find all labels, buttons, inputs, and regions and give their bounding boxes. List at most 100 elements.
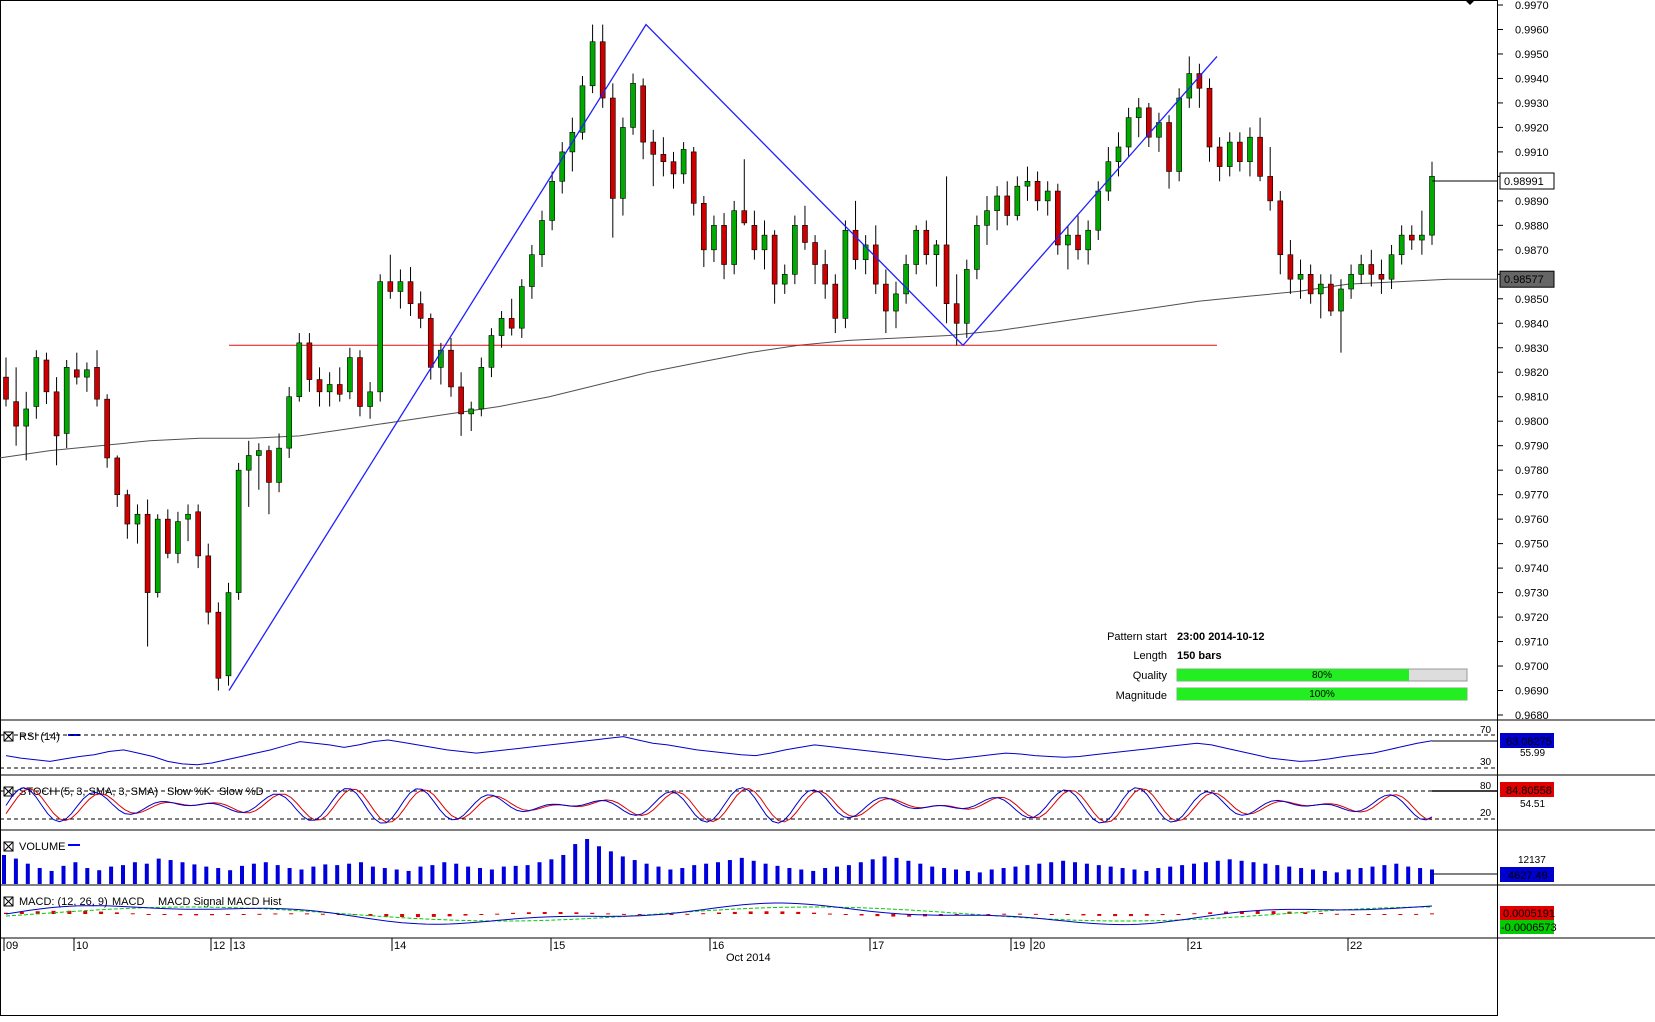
- candle[interactable]: [1368, 249, 1375, 287]
- candle[interactable]: [256, 443, 262, 490]
- candle[interactable]: [1034, 171, 1041, 211]
- candle[interactable]: [1125, 107, 1132, 157]
- candle[interactable]: [852, 200, 859, 270]
- candle[interactable]: [205, 543, 212, 625]
- candle[interactable]: [701, 195, 707, 267]
- candle[interactable]: [468, 401, 475, 431]
- candle[interactable]: [63, 360, 70, 449]
- candle[interactable]: [3, 357, 9, 407]
- candle[interactable]: [539, 210, 545, 267]
- candle[interactable]: [1156, 112, 1162, 152]
- candle[interactable]: [660, 137, 667, 177]
- candle[interactable]: [923, 220, 930, 265]
- candle[interactable]: [144, 499, 151, 647]
- candle[interactable]: [711, 215, 717, 263]
- candle[interactable]: [448, 337, 454, 397]
- candle[interactable]: [1166, 115, 1172, 189]
- candle[interactable]: [1055, 183, 1061, 255]
- candle[interactable]: [670, 151, 677, 189]
- candle[interactable]: [913, 225, 920, 275]
- candle[interactable]: [1378, 259, 1385, 294]
- candle[interactable]: [680, 142, 687, 184]
- candle[interactable]: [1135, 98, 1142, 138]
- candle[interactable]: [53, 377, 60, 466]
- candle[interactable]: [397, 269, 404, 309]
- candle[interactable]: [104, 394, 110, 468]
- candle[interactable]: [134, 504, 141, 544]
- candle[interactable]: [1398, 225, 1405, 265]
- candle[interactable]: [296, 333, 303, 402]
- candle[interactable]: [650, 129, 657, 187]
- candle[interactable]: [276, 433, 282, 493]
- candle[interactable]: [73, 352, 80, 385]
- candle[interactable]: [1065, 225, 1071, 270]
- candle[interactable]: [498, 311, 505, 348]
- candle[interactable]: [1024, 166, 1031, 201]
- candle[interactable]: [458, 372, 464, 436]
- candle[interactable]: [306, 333, 313, 392]
- candle[interactable]: [518, 279, 525, 338]
- candle[interactable]: [872, 225, 879, 294]
- candle[interactable]: [185, 504, 191, 542]
- candle[interactable]: [165, 509, 171, 559]
- candle[interactable]: [559, 142, 566, 194]
- candle[interactable]: [903, 254, 909, 304]
- candle[interactable]: [235, 462, 242, 600]
- candle[interactable]: [1317, 274, 1324, 319]
- candle[interactable]: [438, 342, 444, 385]
- candle[interactable]: [367, 382, 373, 419]
- candle[interactable]: [994, 186, 1000, 231]
- candle[interactable]: [1075, 215, 1081, 260]
- candle[interactable]: [812, 235, 818, 285]
- candle[interactable]: [741, 159, 748, 226]
- candle[interactable]: [640, 78, 646, 160]
- candle[interactable]: [1085, 220, 1091, 265]
- candle[interactable]: [771, 230, 778, 304]
- candle[interactable]: [832, 274, 839, 334]
- candle[interactable]: [1206, 78, 1213, 162]
- candle[interactable]: [802, 205, 808, 250]
- candle[interactable]: [407, 266, 414, 316]
- candle[interactable]: [761, 220, 768, 270]
- candle[interactable]: [963, 259, 970, 338]
- candle[interactable]: [1358, 254, 1365, 285]
- candle[interactable]: [427, 313, 434, 380]
- candle[interactable]: [1105, 147, 1112, 201]
- candle[interactable]: [984, 195, 990, 245]
- candle[interactable]: [1408, 225, 1415, 250]
- candle[interactable]: [1348, 264, 1354, 299]
- candle[interactable]: [1388, 244, 1395, 289]
- candle[interactable]: [1287, 240, 1294, 294]
- candle[interactable]: [175, 511, 181, 564]
- candle[interactable]: [336, 367, 343, 402]
- candle[interactable]: [33, 350, 40, 419]
- candle[interactable]: [195, 504, 201, 569]
- candle[interactable]: [286, 386, 292, 458]
- candle[interactable]: [620, 117, 626, 216]
- candle[interactable]: [124, 489, 131, 539]
- candle[interactable]: [1277, 191, 1284, 275]
- candle[interactable]: [1307, 264, 1314, 304]
- candle[interactable]: [1257, 117, 1263, 182]
- candle[interactable]: [1247, 127, 1253, 177]
- candle[interactable]: [1004, 181, 1011, 226]
- candle[interactable]: [933, 240, 940, 287]
- candle[interactable]: [822, 249, 828, 299]
- candle[interactable]: [43, 352, 50, 405]
- candle[interactable]: [94, 350, 100, 407]
- candle[interactable]: [154, 514, 161, 598]
- candle[interactable]: [316, 367, 323, 407]
- candle[interactable]: [883, 269, 889, 334]
- candle[interactable]: [751, 210, 758, 260]
- candle[interactable]: [1186, 56, 1193, 108]
- candle[interactable]: [943, 176, 950, 324]
- candle[interactable]: [1237, 132, 1243, 172]
- candle[interactable]: [781, 264, 788, 294]
- candle[interactable]: [387, 254, 394, 299]
- candle[interactable]: [417, 291, 424, 329]
- candle[interactable]: [357, 350, 363, 417]
- candle[interactable]: [1216, 137, 1223, 182]
- candle[interactable]: [1014, 176, 1021, 221]
- candle[interactable]: [610, 83, 616, 238]
